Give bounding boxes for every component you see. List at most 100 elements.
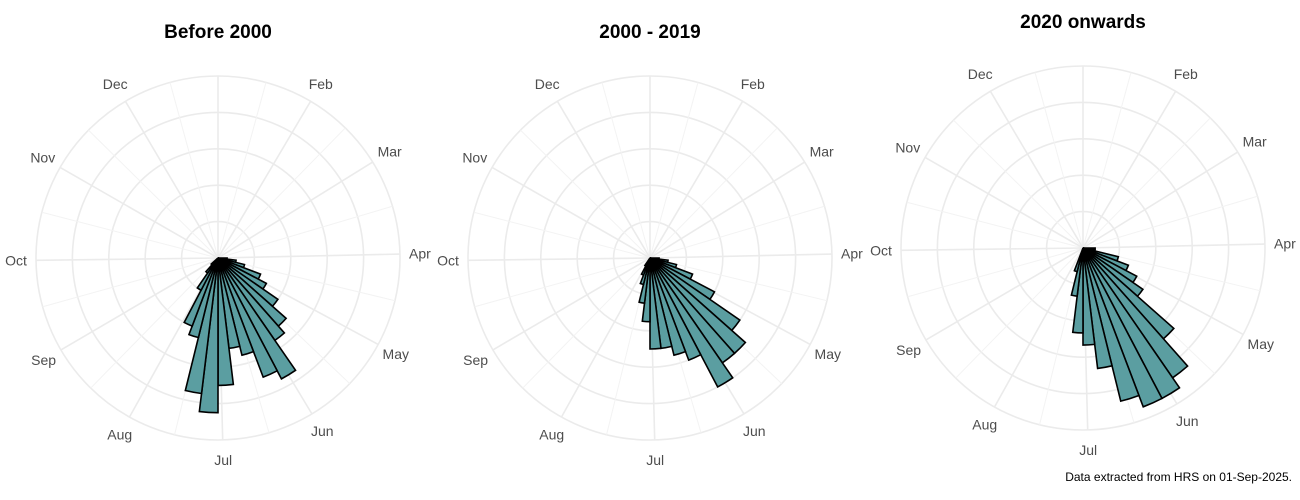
grid-spoke bbox=[217, 100, 312, 259]
histogram-wedge bbox=[649, 257, 734, 389]
grid-spoke bbox=[1082, 90, 1177, 249]
month-label-feb: Feb bbox=[1174, 66, 1198, 82]
histogram-wedge bbox=[1082, 247, 1164, 408]
grid-spoke bbox=[468, 257, 651, 262]
month-label-dec: Dec bbox=[968, 66, 993, 82]
panel-title: Before 2000 bbox=[164, 22, 272, 43]
grid-spoke bbox=[60, 257, 219, 351]
grid-spoke-minor bbox=[953, 119, 1084, 249]
grid-spoke-minor bbox=[90, 257, 219, 389]
histogram-wedge bbox=[210, 257, 219, 266]
grid-spoke bbox=[989, 90, 1084, 249]
month-label-dec: Dec bbox=[103, 76, 128, 92]
month-label-may: May bbox=[815, 346, 841, 362]
grid-spoke bbox=[1082, 243, 1265, 249]
histogram-wedge bbox=[1082, 247, 1114, 370]
month-label-apr: Apr bbox=[1274, 236, 1296, 252]
grid-spoke-minor bbox=[955, 247, 1084, 379]
month-label-aug: Aug bbox=[539, 427, 564, 443]
grid-spoke bbox=[924, 156, 1084, 249]
grid-spoke-minor bbox=[906, 201, 1084, 249]
month-label-sep: Sep bbox=[31, 352, 56, 368]
month-label-mar: Mar bbox=[810, 144, 834, 160]
month-label-apr: Apr bbox=[409, 246, 431, 262]
month-label-feb: Feb bbox=[741, 76, 765, 92]
grid-spoke-minor bbox=[473, 211, 651, 259]
grid-spoke-minor bbox=[474, 257, 651, 308]
month-label-sep: Sep bbox=[896, 342, 921, 358]
panel-2: 2000 - 2019 Feb Mar Apr May Jun Jul Aug Sep Oct No… bbox=[437, 22, 863, 468]
grid-spoke-minor bbox=[522, 257, 651, 389]
histogram-wedge bbox=[217, 257, 297, 380]
histogram-wedge bbox=[649, 257, 687, 357]
grid-spoke-minor bbox=[649, 257, 828, 302]
month-label-nov: Nov bbox=[30, 150, 55, 166]
panel-1: Before 2000 Feb Mar Apr May Jun Jul Aug Sep Oct No… bbox=[5, 22, 431, 468]
grid-spoke bbox=[492, 257, 651, 351]
month-label-oct: Oct bbox=[437, 253, 459, 269]
month-label-sep: Sep bbox=[463, 352, 488, 368]
month-label-jun: Jun bbox=[311, 423, 334, 439]
grid-spoke-minor bbox=[649, 82, 699, 259]
grid-spoke-minor bbox=[88, 129, 219, 259]
grid-spoke bbox=[59, 166, 219, 259]
panel-title: 2020 onwards bbox=[1020, 12, 1146, 33]
grid-spoke bbox=[560, 257, 651, 418]
panel-title: 2000 - 2019 bbox=[599, 22, 700, 43]
grid-spoke-minor bbox=[1034, 72, 1084, 249]
grid-spoke bbox=[649, 100, 744, 259]
grid-spoke-minor bbox=[169, 82, 219, 259]
grid-spoke bbox=[217, 253, 400, 259]
grid-spoke-minor bbox=[907, 247, 1084, 298]
month-label-may: May bbox=[1248, 336, 1274, 352]
month-label-jul: Jul bbox=[1079, 442, 1097, 458]
month-label-oct: Oct bbox=[5, 253, 27, 269]
grid-spoke bbox=[1082, 151, 1239, 249]
grid-spoke bbox=[556, 100, 651, 259]
month-label-nov: Nov bbox=[895, 140, 920, 156]
grid-spoke-minor bbox=[601, 82, 651, 259]
histogram-wedge bbox=[1082, 247, 1096, 346]
month-label-jul: Jul bbox=[214, 452, 232, 468]
data-source-caption: Data extracted from HRS on 01-Sep-2025. bbox=[1065, 470, 1292, 484]
histogram-wedge bbox=[649, 257, 662, 350]
grid-spoke-minor bbox=[42, 257, 219, 308]
grid-spoke bbox=[925, 247, 1084, 341]
month-label-jun: Jun bbox=[1176, 413, 1199, 429]
panel-3: 2020 onwards Feb Mar Apr May Jun Jul Aug Sep Oct N… bbox=[870, 12, 1296, 458]
histogram-wedge bbox=[217, 257, 279, 379]
grid-spoke bbox=[491, 166, 651, 259]
histogram-wedge bbox=[217, 257, 255, 357]
month-label-feb: Feb bbox=[309, 76, 333, 92]
month-label-apr: Apr bbox=[841, 246, 863, 262]
grid-spoke-minor bbox=[41, 211, 219, 259]
month-label-mar: Mar bbox=[1243, 134, 1267, 150]
grid-spoke bbox=[649, 161, 806, 259]
histogram-wedge bbox=[1082, 247, 1140, 403]
month-label-mar: Mar bbox=[378, 144, 402, 160]
grid-spoke-minor bbox=[649, 205, 825, 259]
grid-spoke-minor bbox=[649, 127, 778, 259]
grid-spoke-minor bbox=[217, 205, 393, 259]
grid-spoke-minor bbox=[217, 82, 267, 259]
histogram-wedge bbox=[649, 257, 702, 362]
month-label-aug: Aug bbox=[972, 417, 997, 433]
month-label-dec: Dec bbox=[535, 76, 560, 92]
grid-spoke-minor bbox=[217, 127, 346, 259]
grid-spoke-minor bbox=[217, 257, 396, 302]
grid-spoke bbox=[993, 247, 1084, 408]
histogram-wedge bbox=[643, 257, 651, 268]
month-label-may: May bbox=[383, 346, 409, 362]
grid-spoke bbox=[901, 247, 1084, 252]
grid-spoke bbox=[36, 257, 219, 262]
grid-spoke-minor bbox=[1082, 117, 1211, 249]
grid-spoke-minor bbox=[520, 129, 651, 259]
grid-spoke bbox=[649, 253, 832, 259]
month-label-jun: Jun bbox=[743, 423, 766, 439]
histogram-wedge bbox=[1073, 247, 1084, 273]
grid-spoke bbox=[124, 100, 219, 259]
month-label-oct: Oct bbox=[870, 243, 892, 259]
month-label-nov: Nov bbox=[462, 150, 487, 166]
grid-spoke bbox=[217, 161, 374, 259]
